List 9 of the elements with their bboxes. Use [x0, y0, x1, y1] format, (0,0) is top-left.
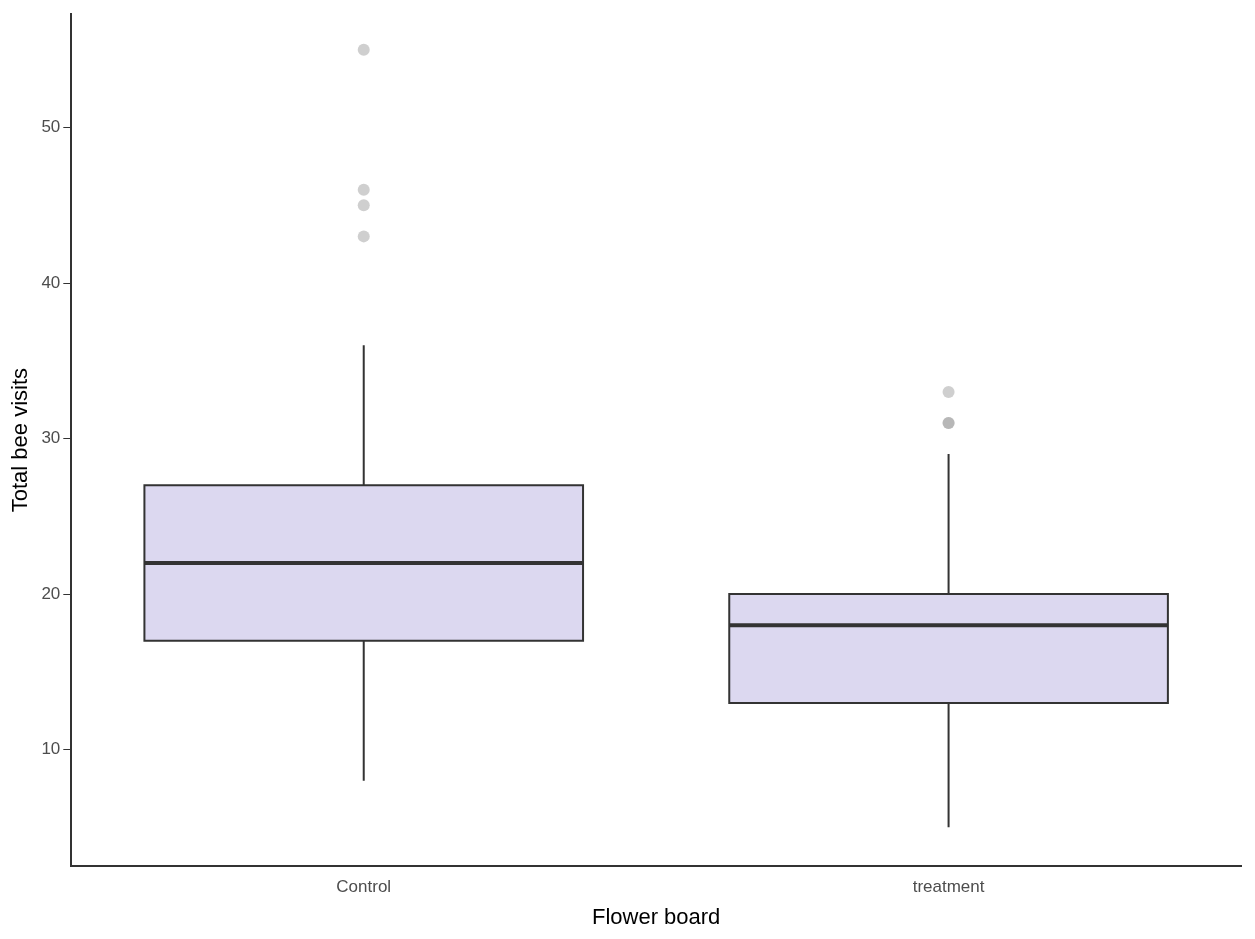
- y-axis-title: Total bee visits: [7, 367, 33, 513]
- x-tick-label: treatment: [912, 877, 985, 897]
- y-tick-label: 30: [41, 428, 61, 448]
- y-tick-label: 50: [41, 117, 61, 137]
- y-tick-label: 20: [41, 583, 61, 603]
- x-tick-label: Control: [336, 877, 392, 897]
- y-tick-label: 10: [41, 739, 61, 759]
- x-axis-title: Flower board: [591, 903, 721, 929]
- y-tick-label: 40: [41, 272, 61, 292]
